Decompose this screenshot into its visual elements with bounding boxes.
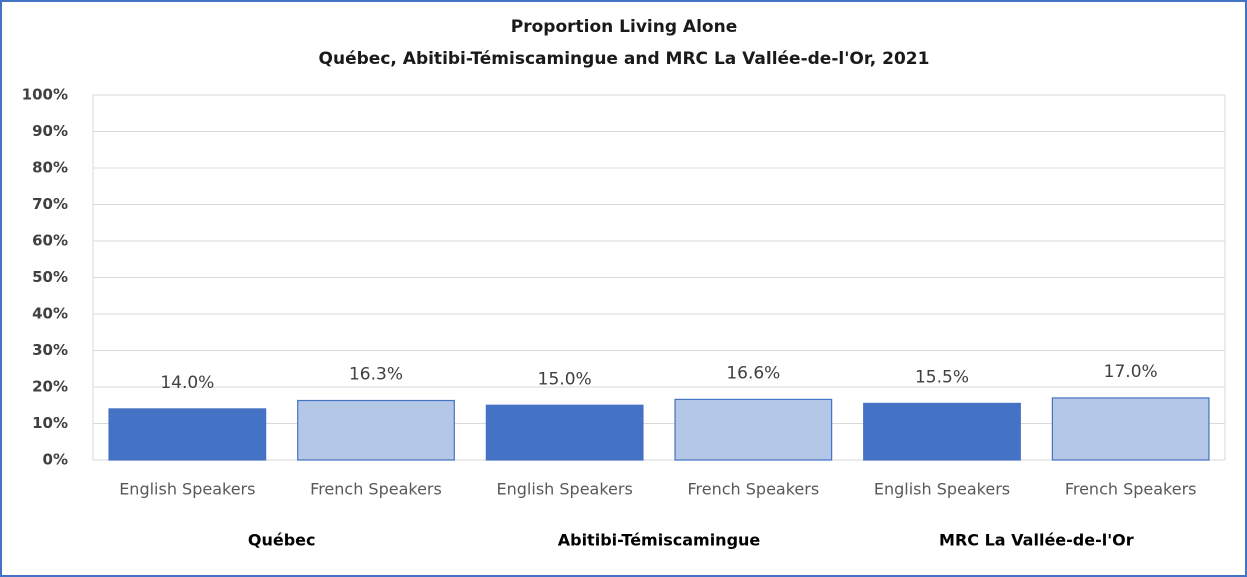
bar	[1051, 397, 1210, 461]
x-tick-label: French Speakers	[1065, 480, 1197, 499]
y-tick-label: 90%	[32, 122, 68, 140]
data-label: 14.0%	[160, 373, 214, 393]
y-tick-label: 30%	[32, 341, 68, 359]
data-label: 16.6%	[726, 363, 780, 383]
bar	[297, 399, 455, 461]
x-tick-label: English Speakers	[497, 480, 633, 499]
y-tick-label: 100%	[22, 86, 68, 104]
bar	[674, 398, 833, 461]
y-tick-label: 0%	[43, 451, 68, 469]
y-tick-label: 80%	[32, 159, 68, 177]
y-tick-label: 50%	[32, 268, 68, 286]
x-tick-label: English Speakers	[119, 480, 255, 499]
chart-subtitle: Québec, Abitibi-Témiscamingue and MRC La…	[319, 49, 930, 69]
bar	[485, 404, 644, 461]
x-tick-label: French Speakers	[687, 480, 819, 499]
group-label: Abitibi-Témiscamingue	[558, 531, 761, 550]
data-label: 17.0%	[1104, 362, 1158, 382]
y-tick-label: 10%	[32, 414, 68, 432]
data-label: 15.0%	[538, 369, 592, 389]
y-tick-label: 40%	[32, 305, 68, 323]
data-label: 16.3%	[349, 365, 403, 385]
group-label: MRC La Vallée-de-l'Or	[939, 531, 1134, 550]
y-tick-label: 20%	[32, 378, 68, 396]
bar	[863, 402, 1021, 461]
x-tick-label: French Speakers	[310, 480, 442, 499]
data-label: 15.5%	[915, 367, 969, 387]
group-label: Québec	[248, 531, 316, 550]
chart-title: Proportion Living Alone	[511, 17, 737, 37]
x-tick-label: English Speakers	[874, 480, 1010, 499]
y-tick-label: 70%	[32, 195, 68, 213]
y-tick-label: 60%	[32, 232, 68, 250]
bar	[108, 408, 267, 461]
